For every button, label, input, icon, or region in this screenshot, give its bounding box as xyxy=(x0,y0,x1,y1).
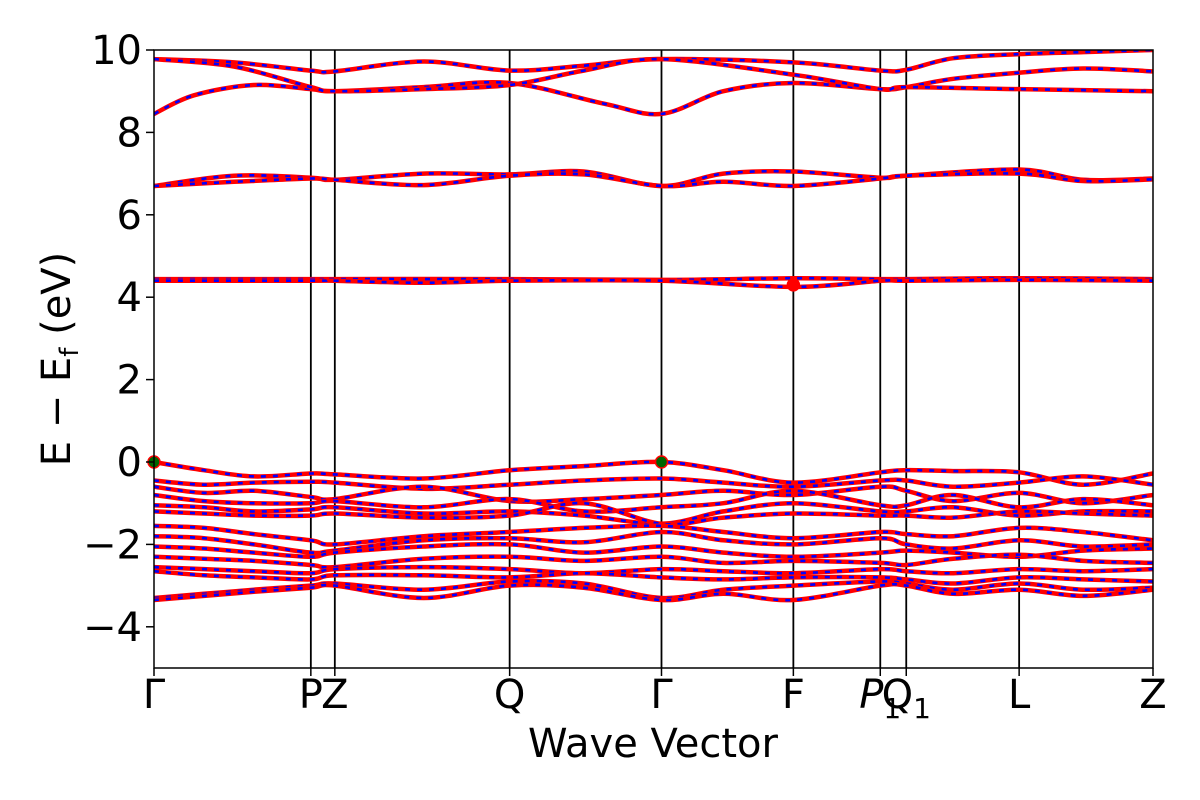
y-tick-label: −2 xyxy=(83,522,142,568)
x-tick-label-7: Q1 xyxy=(882,672,931,725)
band-8-spin-down xyxy=(154,475,1153,491)
band-18-spin-down xyxy=(154,569,1153,585)
x-tick-label-5: F xyxy=(782,672,805,718)
band-2-spin-down xyxy=(154,57,1153,93)
y-tick-label: −4 xyxy=(83,605,142,651)
band-6-spin-down xyxy=(154,278,1153,289)
plot-frame xyxy=(153,49,1154,669)
band-16-spin-down xyxy=(154,553,1153,569)
y-axis-ticks: −4 −2 0 2 4 6 8 10 xyxy=(83,28,154,651)
band-4-spin-up xyxy=(154,171,1153,189)
x-tick-label-3: Q xyxy=(494,672,525,718)
y-axis-label: E − Ef (eV) xyxy=(34,252,85,467)
band-lines xyxy=(154,50,1153,603)
x-tick-label-4: Γ xyxy=(650,672,673,718)
band-14-spin-up xyxy=(154,529,1153,556)
x-tick-label-6: P1 xyxy=(859,672,901,725)
band-20-spin-down xyxy=(154,582,1153,602)
x-tick-label-0: Γ xyxy=(143,672,166,718)
band-10-spin-down xyxy=(154,489,1153,513)
marker-vbm-1 xyxy=(654,455,669,469)
x-tick-label-1: P xyxy=(299,672,323,718)
y-tick-label: 6 xyxy=(117,193,142,239)
x-tick-label-8: L xyxy=(1008,672,1031,718)
band-15-spin-up xyxy=(154,541,1153,560)
marker-cbm-2 xyxy=(786,278,801,292)
x-axis-label: Wave Vector xyxy=(528,721,779,767)
y-tick-label: 8 xyxy=(117,110,142,156)
x-tick-label-2: Z xyxy=(321,672,348,718)
x-tick-label-9: Z xyxy=(1139,672,1166,718)
y-tick-label: 0 xyxy=(117,440,142,486)
y-tick-label: 10 xyxy=(91,28,142,74)
y-tick-label: 2 xyxy=(117,358,142,404)
band-17-spin-down xyxy=(154,565,1153,575)
band-1-spin-down xyxy=(154,67,1153,116)
band-13-spin-up xyxy=(154,523,1153,547)
y-tick-label: 4 xyxy=(117,275,142,321)
